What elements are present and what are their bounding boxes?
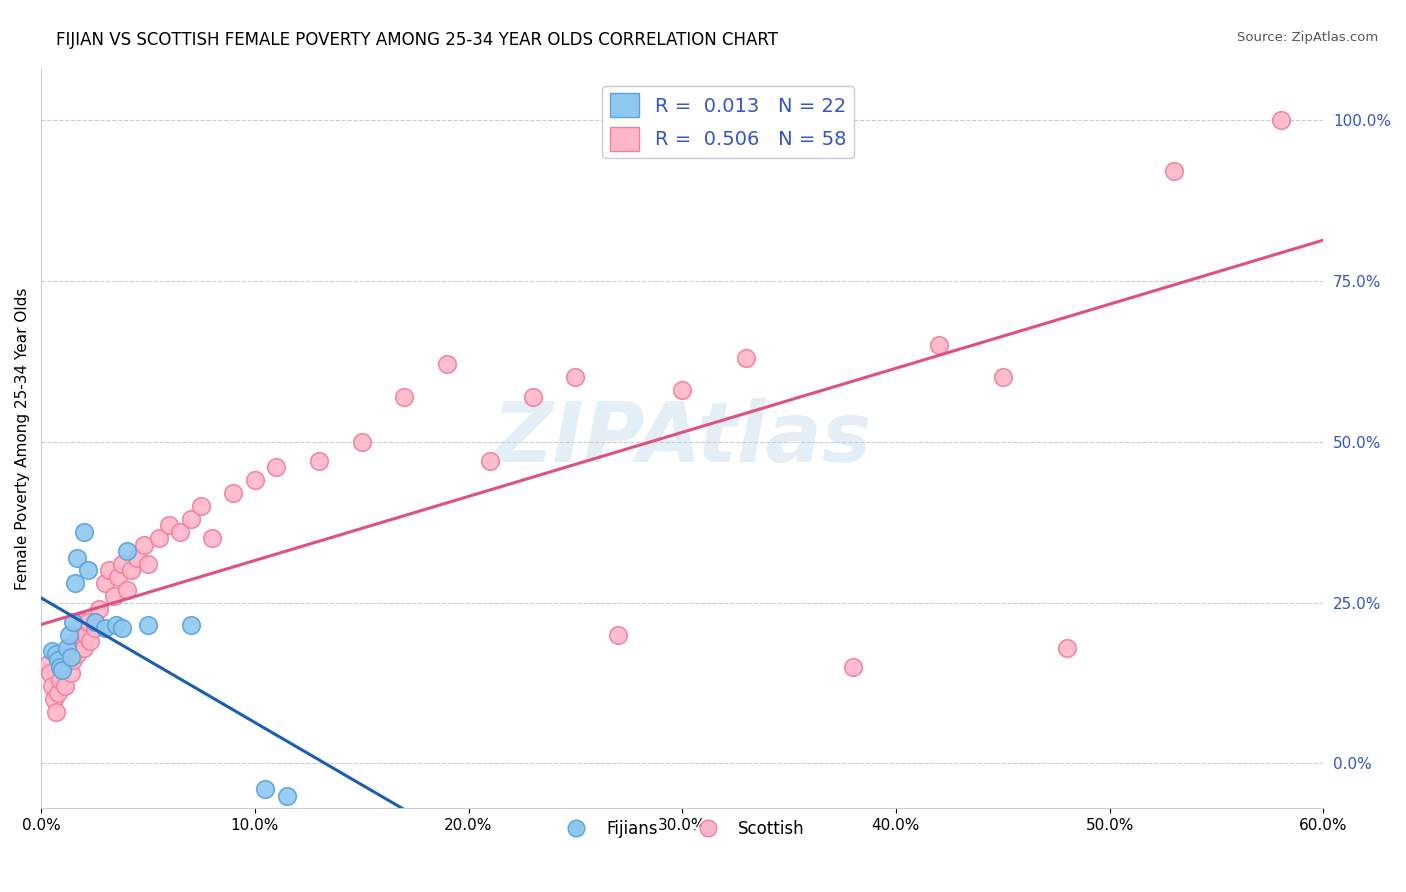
Point (55, 653, 77, 667)
Point (73, 640, 96, 655)
Point (254, 782, 277, 797)
Point (51, 660, 73, 674)
Point (264, 460, 287, 475)
Point (38, 666, 60, 681)
Point (45, 647, 67, 661)
Point (607, 628, 630, 642)
Point (103, 589, 125, 603)
Point (394, 390, 416, 404)
Point (41, 679, 63, 693)
Point (65, 634, 87, 648)
Point (65, 576, 87, 591)
Point (66, 647, 89, 661)
Point (77, 563, 100, 577)
Text: FIJIAN VS SCOTTISH FEMALE POVERTY AMONG 25-34 YEAR OLDS CORRELATION CHART: FIJIAN VS SCOTTISH FEMALE POVERTY AMONG … (56, 31, 779, 49)
Point (1163, 164, 1185, 178)
Point (53, 679, 76, 693)
Point (79, 634, 101, 648)
Point (842, 660, 865, 674)
Point (62, 653, 84, 667)
Point (94, 621, 117, 635)
Point (522, 390, 544, 404)
Point (87, 602, 110, 616)
Point (66, 550, 89, 565)
Point (55, 640, 77, 655)
Point (436, 358, 458, 372)
Point (83, 615, 105, 629)
Point (75, 628, 97, 642)
Point (201, 531, 224, 545)
Point (180, 512, 202, 526)
Point (60, 650, 83, 665)
Point (991, 370, 1014, 384)
Point (1270, 113, 1292, 128)
Point (120, 563, 142, 577)
Point (73, 524, 96, 539)
Point (49, 673, 72, 687)
Point (132, 538, 155, 552)
Point (115, 582, 138, 597)
Point (222, 486, 245, 500)
Point (46, 685, 69, 699)
Point (51, 663, 73, 677)
Point (671, 383, 693, 397)
Point (115, 544, 138, 558)
Point (69, 628, 91, 642)
Point (77, 615, 100, 629)
Point (180, 618, 202, 632)
Point (62, 615, 84, 629)
Point (45, 705, 67, 719)
Point (1056, 640, 1078, 655)
Point (308, 454, 330, 468)
Point (136, 618, 159, 632)
Point (104, 618, 127, 632)
Point (136, 557, 159, 571)
Point (58, 640, 80, 655)
Point (148, 531, 170, 545)
Point (243, 473, 266, 487)
Point (37, 657, 59, 671)
Text: ZIPAtlas: ZIPAtlas (492, 398, 872, 479)
Point (42, 692, 65, 706)
Point (190, 499, 212, 513)
Point (83, 621, 105, 635)
Point (111, 621, 134, 635)
Point (564, 370, 586, 384)
Point (41, 644, 63, 658)
Point (60, 666, 83, 681)
Point (70, 615, 93, 629)
Point (350, 434, 373, 449)
Point (49, 660, 72, 674)
Point (928, 338, 950, 352)
Point (127, 550, 149, 565)
Text: Source: ZipAtlas.com: Source: ZipAtlas.com (1237, 31, 1378, 45)
Y-axis label: Female Poverty Among 25-34 Year Olds: Female Poverty Among 25-34 Year Olds (15, 287, 30, 590)
Point (478, 454, 501, 468)
Point (169, 524, 191, 539)
Point (58, 628, 80, 642)
Point (276, 789, 298, 803)
Point (157, 518, 180, 533)
Point (98, 563, 121, 577)
Point (46, 653, 69, 667)
Point (735, 351, 758, 365)
Point (111, 557, 134, 571)
Point (94, 576, 117, 591)
Point (107, 570, 129, 584)
Legend: Fijians, Scottish: Fijians, Scottish (553, 814, 811, 845)
